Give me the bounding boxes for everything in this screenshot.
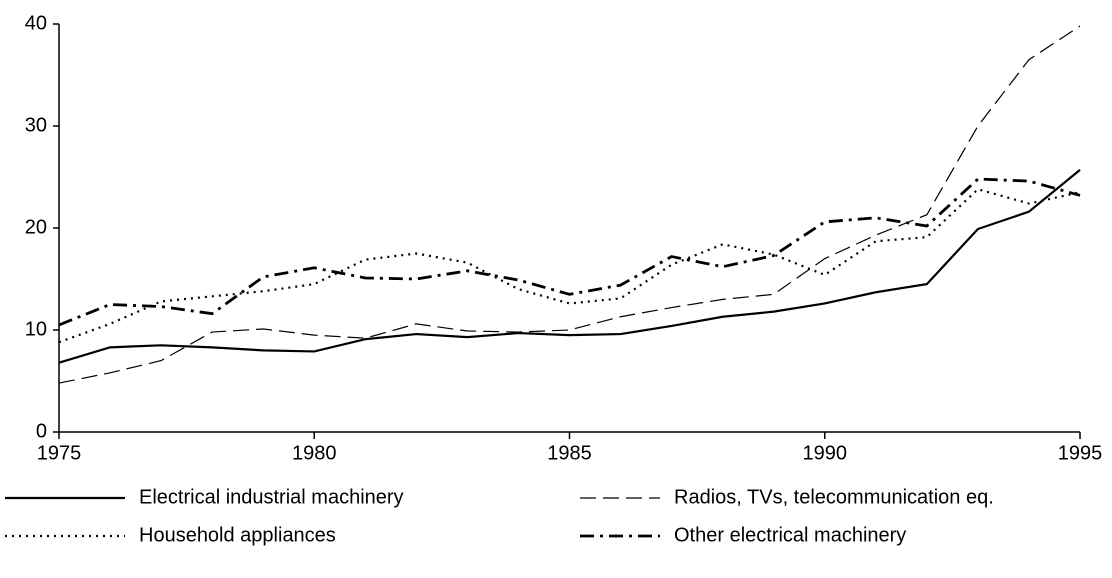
x-tick-label: 1975 — [37, 442, 82, 464]
y-tick-label: 30 — [25, 114, 47, 136]
y-tick-label: 20 — [25, 216, 47, 238]
legend-label: Household appliances — [139, 524, 336, 546]
line-series — [58, 25, 1081, 384]
y-tick-label: 10 — [25, 318, 47, 340]
legend-label: Radios, TVs, telecommunication eq. — [674, 486, 994, 508]
legend-label: Electrical industrial machinery — [139, 486, 404, 508]
line-series — [58, 188, 1081, 344]
x-tick-label: 1980 — [292, 442, 337, 464]
y-tick-label: 0 — [36, 420, 47, 442]
y-tick-label: 40 — [25, 12, 47, 34]
line-series — [58, 169, 1081, 364]
x-tick-label: 1995 — [1058, 442, 1103, 464]
x-tick-label: 1990 — [803, 442, 848, 464]
legend-label: Other electrical machinery — [674, 524, 906, 546]
line-series — [58, 177, 1081, 327]
x-tick-label: 1985 — [547, 442, 592, 464]
